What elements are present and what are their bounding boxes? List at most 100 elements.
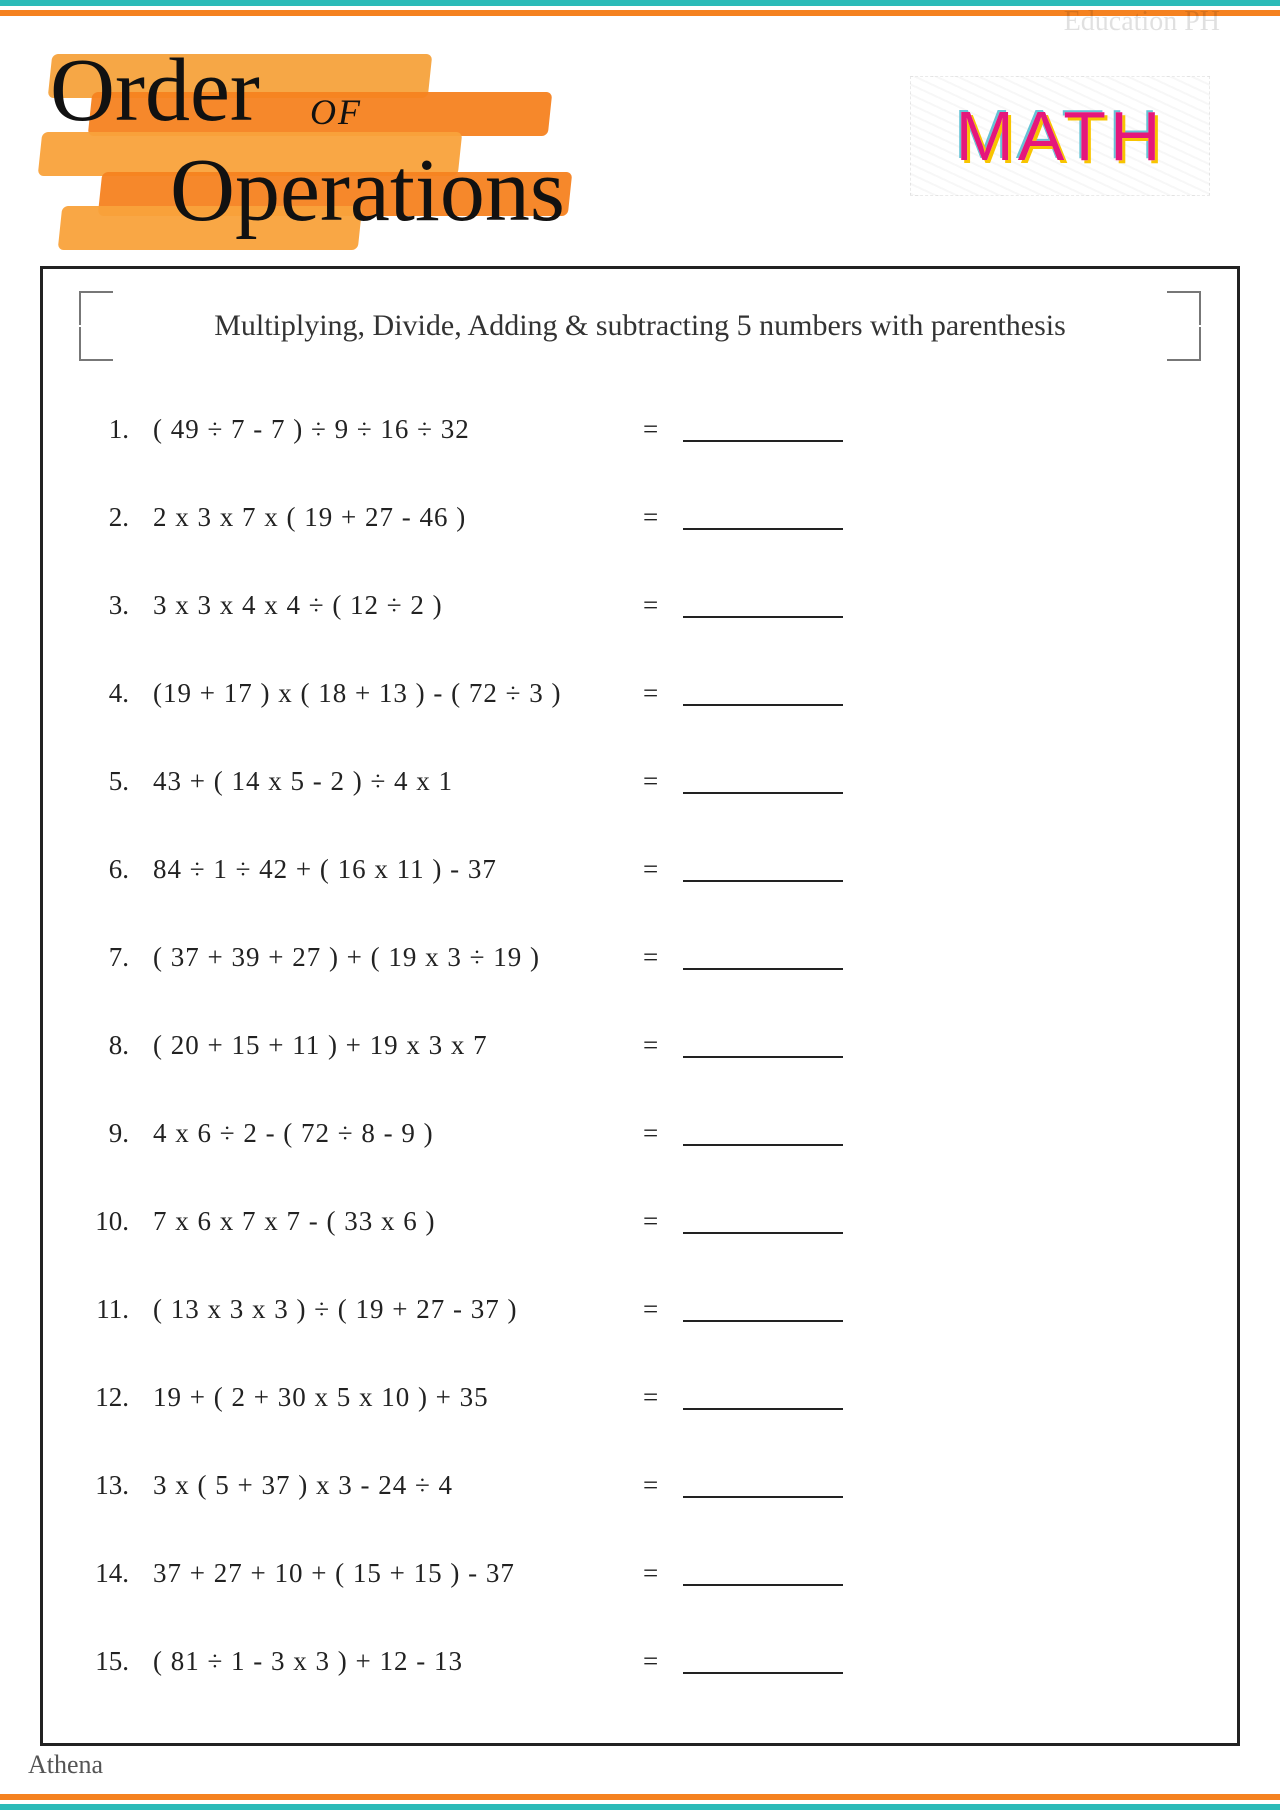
bottom-stripes [0, 1794, 1280, 1810]
problem-number: 11. [83, 1294, 153, 1325]
problem-number: 12. [83, 1382, 153, 1413]
title-of: OF [310, 94, 362, 130]
equals-sign: = [643, 1470, 683, 1501]
problem-number: 6. [83, 854, 153, 885]
corner-decor [1167, 291, 1201, 325]
answer-blank[interactable] [683, 416, 883, 442]
answer-blank[interactable] [683, 856, 883, 882]
answer-line [683, 1560, 843, 1586]
answer-blank[interactable] [683, 1120, 883, 1146]
equals-sign: = [643, 502, 683, 533]
answer-line [683, 680, 843, 706]
problem-list: 1.( 49 ÷ 7 - 7 ) ÷ 9 ÷ 16 ÷ 32=2.2 x 3 x… [83, 385, 1197, 1705]
answer-line [683, 1120, 843, 1146]
problem-expression: 2 x 3 x 7 x ( 19 + 27 - 46 ) [153, 502, 643, 533]
problem-expression: 3 x ( 5 + 37 ) x 3 - 24 ÷ 4 [153, 1470, 643, 1501]
problem-number: 9. [83, 1118, 153, 1149]
problem-number: 2. [83, 502, 153, 533]
problem-number: 3. [83, 590, 153, 621]
problem-row: 12.19 + ( 2 + 30 x 5 x 10 ) + 35= [83, 1353, 1197, 1441]
problem-expression: 43 + ( 14 x 5 - 2 ) ÷ 4 x 1 [153, 766, 643, 797]
answer-line [683, 1296, 843, 1322]
answer-blank[interactable] [683, 768, 883, 794]
equals-sign: = [643, 1646, 683, 1677]
equals-sign: = [643, 1294, 683, 1325]
problem-number: 8. [83, 1030, 153, 1061]
problem-expression: 19 + ( 2 + 30 x 5 x 10 ) + 35 [153, 1382, 643, 1413]
problem-number: 7. [83, 942, 153, 973]
problem-row: 13.3 x ( 5 + 37 ) x 3 - 24 ÷ 4= [83, 1441, 1197, 1529]
problem-number: 5. [83, 766, 153, 797]
answer-line [683, 1384, 843, 1410]
problem-row: 5.43 + ( 14 x 5 - 2 ) ÷ 4 x 1= [83, 737, 1197, 825]
problem-row: 1.( 49 ÷ 7 - 7 ) ÷ 9 ÷ 16 ÷ 32= [83, 385, 1197, 473]
problem-expression: 7 x 6 x 7 x 7 - ( 33 x 6 ) [153, 1206, 643, 1237]
answer-blank[interactable] [683, 680, 883, 706]
answer-line [683, 416, 843, 442]
answer-line [683, 1648, 843, 1674]
problem-number: 4. [83, 678, 153, 709]
problem-expression: ( 37 + 39 + 27 ) + ( 19 x 3 ÷ 19 ) [153, 942, 643, 973]
footer-signature: Athena [28, 1750, 103, 1780]
problem-row: 2.2 x 3 x 7 x ( 19 + 27 - 46 )= [83, 473, 1197, 561]
problem-expression: (19 + 17 ) x ( 18 + 13 ) - ( 72 ÷ 3 ) [153, 678, 643, 709]
problem-row: 8.( 20 + 15 + 11 ) + 19 x 3 x 7= [83, 1001, 1197, 1089]
problem-expression: ( 13 x 3 x 3 ) ÷ ( 19 + 27 - 37 ) [153, 1294, 643, 1325]
problem-row: 6.84 ÷ 1 ÷ 42 + ( 16 x 11 ) - 37= [83, 825, 1197, 913]
problem-row: 4.(19 + 17 ) x ( 18 + 13 ) - ( 72 ÷ 3 )= [83, 649, 1197, 737]
answer-line [683, 1208, 843, 1234]
problem-expression: 4 x 6 ÷ 2 - ( 72 ÷ 8 - 9 ) [153, 1118, 643, 1149]
equals-sign: = [643, 854, 683, 885]
math-badge: MATH [910, 76, 1210, 196]
answer-blank[interactable] [683, 504, 883, 530]
answer-blank[interactable] [683, 1296, 883, 1322]
answer-blank[interactable] [683, 1560, 883, 1586]
stripe-teal [0, 1804, 1280, 1810]
problem-expression: 37 + 27 + 10 + ( 15 + 15 ) - 37 [153, 1558, 643, 1589]
problem-row: 10.7 x 6 x 7 x 7 - ( 33 x 6 )= [83, 1177, 1197, 1265]
equals-sign: = [643, 1382, 683, 1413]
instruction-box: Multiplying, Divide, Adding & subtractin… [83, 295, 1197, 357]
equals-sign: = [643, 1030, 683, 1061]
worksheet-frame: Multiplying, Divide, Adding & subtractin… [40, 266, 1240, 1746]
problem-expression: ( 81 ÷ 1 - 3 x 3 ) + 12 - 13 [153, 1646, 643, 1677]
title-order: Order [50, 46, 260, 136]
equals-sign: = [643, 678, 683, 709]
problem-row: 11.( 13 x 3 x 3 ) ÷ ( 19 + 27 - 37 )= [83, 1265, 1197, 1353]
answer-line [683, 592, 843, 618]
answer-blank[interactable] [683, 1032, 883, 1058]
answer-line [683, 504, 843, 530]
header: Order OF Operations MATH [0, 16, 1280, 246]
equals-sign: = [643, 1118, 683, 1149]
problem-expression: 3 x 3 x 4 x 4 ÷ ( 12 ÷ 2 ) [153, 590, 643, 621]
answer-line [683, 944, 843, 970]
instruction-text: Multiplying, Divide, Adding & subtractin… [214, 309, 1066, 342]
answer-blank[interactable] [683, 944, 883, 970]
problem-row: 9.4 x 6 ÷ 2 - ( 72 ÷ 8 - 9 )= [83, 1089, 1197, 1177]
problem-number: 13. [83, 1470, 153, 1501]
equals-sign: = [643, 414, 683, 445]
equals-sign: = [643, 1558, 683, 1589]
equals-sign: = [643, 766, 683, 797]
equals-sign: = [643, 942, 683, 973]
answer-line [683, 768, 843, 794]
title-operations: Operations [170, 146, 565, 236]
answer-blank[interactable] [683, 592, 883, 618]
equals-sign: = [643, 590, 683, 621]
corner-decor [1167, 327, 1201, 361]
answer-blank[interactable] [683, 1648, 883, 1674]
answer-blank[interactable] [683, 1472, 883, 1498]
answer-blank[interactable] [683, 1384, 883, 1410]
problem-expression: ( 20 + 15 + 11 ) + 19 x 3 x 7 [153, 1030, 643, 1061]
corner-decor [79, 291, 113, 325]
answer-line [683, 856, 843, 882]
problem-number: 1. [83, 414, 153, 445]
problem-expression: ( 49 ÷ 7 - 7 ) ÷ 9 ÷ 16 ÷ 32 [153, 414, 643, 445]
problem-row: 14.37 + 27 + 10 + ( 15 + 15 ) - 37= [83, 1529, 1197, 1617]
problem-row: 15.( 81 ÷ 1 - 3 x 3 ) + 12 - 13= [83, 1617, 1197, 1705]
problem-number: 15. [83, 1646, 153, 1677]
problem-row: 7.( 37 + 39 + 27 ) + ( 19 x 3 ÷ 19 )= [83, 913, 1197, 1001]
answer-line [683, 1472, 843, 1498]
answer-blank[interactable] [683, 1208, 883, 1234]
answer-line [683, 1032, 843, 1058]
